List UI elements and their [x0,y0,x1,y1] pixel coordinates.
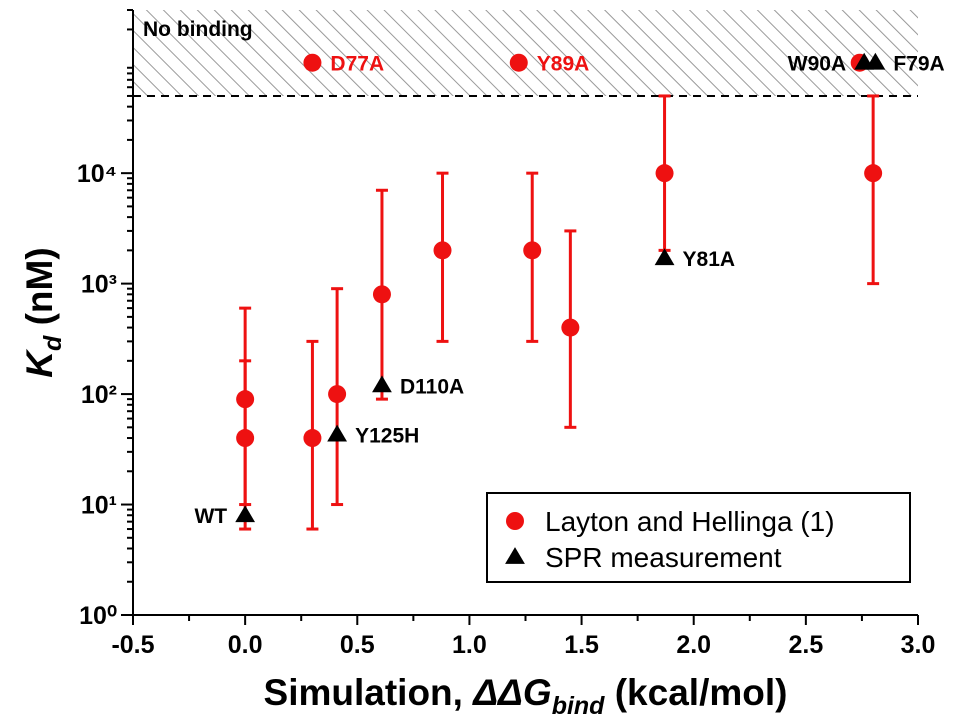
circle-point [372,285,391,304]
circle-point [864,164,883,183]
circle-point [236,390,255,409]
point-label: F79A [893,53,944,76]
x-tick-label: 0.0 [228,631,263,659]
y-label-unit: (nM) [19,247,60,335]
triangle-point [327,424,347,442]
point-label: WT [194,505,227,528]
y-label-subscript: d [39,335,67,351]
x-tick-label: 1.5 [564,631,599,659]
circle-point [236,429,255,448]
x-tick-label: 0.5 [340,631,375,659]
x-tick-label: 1.0 [452,631,487,659]
y-tick-label: 10⁴ [77,160,117,188]
circle-point [303,53,322,72]
triangle-point [372,375,392,393]
circle-point [655,164,674,183]
x-label-symbol: ΔΔG [471,672,551,713]
x-label-subscript: bind [552,692,605,720]
y-tick-label: 10¹ [81,492,117,520]
x-tick-label: 3.0 [901,631,936,659]
x-tick-label: 2.5 [788,631,823,659]
y-tick-label: 10² [81,381,117,409]
point-label: Y89A [537,53,590,76]
triangle-point [865,52,886,70]
x-label-prefix: Simulation, [264,672,474,713]
point-label: W90A [788,53,846,76]
triangle-point [654,248,675,266]
x-tick-label: 2.0 [676,631,711,659]
circle-point [523,241,542,260]
circle-point [433,241,452,260]
circle-point [561,318,580,337]
x-label-unit: (kcal/mol) [604,672,787,713]
point-label: D110A [400,375,464,398]
y-tick-label: 10³ [81,271,117,299]
x-axis-label: Simulation, ΔΔGbind (kcal/mol) [264,672,788,720]
region-label: No binding [143,18,253,41]
circle-point [303,429,322,448]
no-binding-region [133,10,918,96]
legend-label: Layton and Hellinga (1) [545,506,835,537]
point-label: D77A [330,53,384,76]
triangle-point [505,547,525,564]
circle-point [506,512,524,530]
point-label: Y81A [683,248,736,271]
y-axis-label: Kd (nM) [19,247,67,377]
y-tick-label: 10⁰ [79,602,117,630]
circle-point [509,53,528,72]
legend-box [486,492,911,583]
triangle-point [235,505,256,523]
point-label: Y125H [355,425,419,448]
y-label-symbol: K [19,349,60,378]
legend-label: SPR measurement [545,542,782,573]
circle-point [328,385,347,404]
x-tick-label: -0.5 [111,631,154,659]
